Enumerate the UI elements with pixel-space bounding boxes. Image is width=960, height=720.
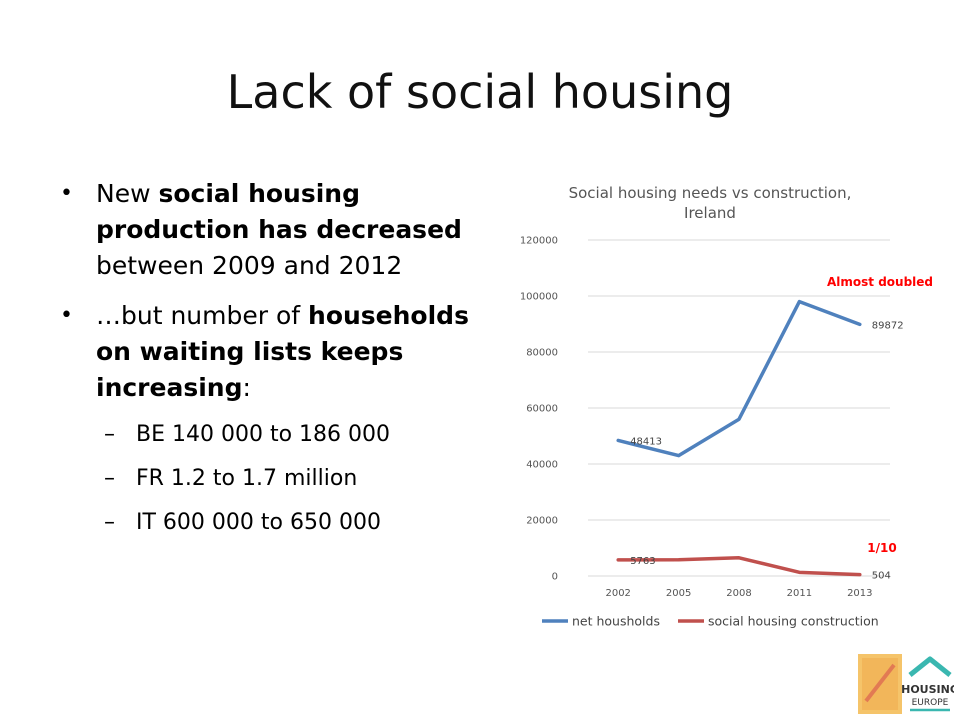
chart-title-line-2: Ireland [684, 204, 736, 222]
y-tick-label: 20000 [526, 516, 558, 527]
dash-icon: – [104, 422, 115, 447]
line-chart: Social housing needs vs construction, Ir… [520, 184, 933, 629]
y-tick-label: 40000 [526, 460, 558, 471]
dash-icon: – [104, 466, 115, 491]
data-labels: 48413 89872 5763 504 [630, 320, 903, 581]
sub-bullet-it-text: IT 600 000 to 650 000 [136, 510, 381, 535]
data-label: 89872 [872, 320, 904, 331]
y-tick-label: 80000 [526, 348, 558, 359]
bullet-dot-icon: • [60, 303, 73, 328]
logo-text-europe: EUROPE [912, 698, 949, 708]
bullet-segment: social housing production has decreased [96, 179, 462, 244]
bullet-list: • New social housing production has decr… [60, 176, 500, 552]
sub-bullet-fr-text: FR 1.2 to 1.7 million [136, 466, 358, 491]
data-label: 504 [872, 571, 891, 582]
sub-bullet-it: – IT 600 000 to 650 000 [60, 508, 500, 538]
sub-bullet-fr: – FR 1.2 to 1.7 million [60, 464, 500, 494]
bullet-segment: between 2009 and 2012 [96, 251, 403, 280]
x-axis-ticks: 2002 2005 2008 2011 2013 [605, 588, 872, 599]
data-label: 5763 [630, 556, 655, 567]
bullet-waiting-lists-text: …but number of households on waiting lis… [96, 301, 469, 402]
logo-text-housing: HOUSING [901, 683, 954, 696]
series-line-0 [616, 299, 862, 458]
legend-label-0: net housholds [572, 614, 660, 629]
bullet-production: • New social housing production has decr… [60, 176, 500, 284]
bullet-segment: …but number of [96, 301, 309, 330]
y-tick-label: 0 [552, 572, 558, 583]
x-tick-label: 2002 [605, 588, 630, 599]
y-tick-label: 60000 [526, 404, 558, 415]
x-tick-label: 2005 [666, 588, 691, 599]
x-tick-label: 2008 [726, 588, 751, 599]
y-tick-label: 100000 [520, 292, 558, 303]
bullet-waiting-lists: • …but number of households on waiting l… [60, 298, 500, 406]
annotation-one-tenth: 1/10 [867, 541, 896, 555]
chart-legend: net housholds social housing construction [542, 614, 879, 629]
x-tick-label: 2011 [787, 588, 812, 599]
bullet-production-text: New social housing production has decrea… [96, 179, 462, 280]
data-label: 48413 [630, 436, 662, 447]
series-lines [616, 299, 862, 577]
legend-label-1: social housing construction [708, 614, 879, 629]
logo-house-icon [908, 656, 952, 677]
sub-bullet-be-text: BE 140 000 to 186 000 [136, 422, 391, 447]
series-line-1 [616, 556, 862, 577]
dash-icon: – [104, 510, 115, 535]
slide-title: Lack of social housing [226, 65, 734, 119]
sub-bullet-be: – BE 140 000 to 186 000 [60, 420, 500, 450]
bullet-segment: : [242, 373, 251, 402]
x-tick-label: 2013 [847, 588, 872, 599]
y-tick-label: 120000 [520, 236, 558, 247]
bullet-dot-icon: • [60, 181, 73, 206]
y-axis-ticks: 0 20000 40000 60000 80000 100000 120000 [520, 236, 558, 583]
housing-europe-logo: HOUSING EUROPE [858, 654, 954, 714]
chart-title-line-1: Social housing needs vs construction, [569, 184, 852, 202]
bullet-segment: New [96, 179, 159, 208]
grid-lines [588, 239, 890, 577]
bullet-segment: households on waiting lists keeps increa… [96, 301, 469, 402]
annotation-almost-doubled: Almost doubled [827, 275, 933, 289]
